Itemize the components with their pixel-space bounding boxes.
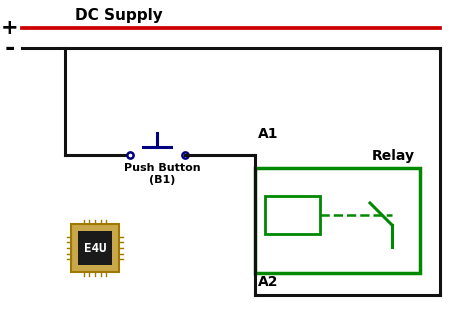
Bar xyxy=(71,224,119,272)
Text: -: - xyxy=(5,36,15,60)
Text: +: + xyxy=(1,18,19,38)
Text: Relay: Relay xyxy=(372,149,415,163)
Bar xyxy=(265,196,320,234)
Text: E4U: E4U xyxy=(84,242,106,255)
Text: DC Supply: DC Supply xyxy=(75,8,163,23)
Text: Push Button
(B1): Push Button (B1) xyxy=(124,163,201,185)
Text: A2: A2 xyxy=(258,275,279,289)
Text: A1: A1 xyxy=(258,127,279,141)
Bar xyxy=(255,168,420,273)
Bar xyxy=(78,231,112,265)
